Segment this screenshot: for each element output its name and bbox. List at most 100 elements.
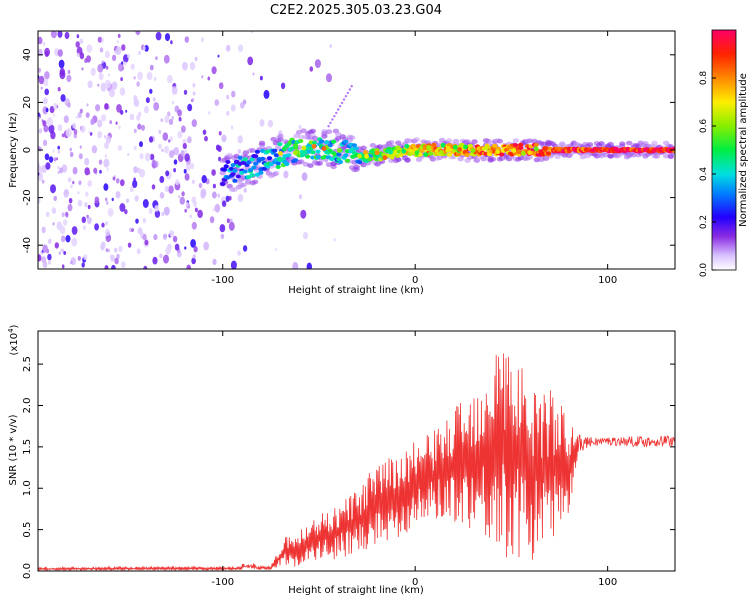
spectrogram-noise-cell [61,264,65,269]
spectrogram-ridge-cell [261,166,267,171]
spectrogram-noise-cell [194,207,198,213]
spectrogram-ridge-cell [249,173,255,178]
spectrogram-spur-cell [333,115,336,118]
spectrogram-noise-cell [101,60,104,64]
spectrogram-noise-cell [184,173,190,181]
spectrogram-noise-cell [131,228,134,232]
spectrogram-noise-cell [177,109,183,117]
spectrogram-peak-cell [452,144,458,150]
spectrogram-noise-cell [326,73,332,83]
spectrogram-noise-cell [70,184,73,189]
spectrogram-noise-cell [99,169,102,174]
spectrogram-noise-cell [252,72,255,76]
spectrogram-noise-cell [226,111,230,116]
spectrogram-noise-cell [116,253,120,259]
spectrogram-noise-cell [187,103,193,112]
spectrogram-spur-cell [350,85,353,88]
spectrogram-noise-cell [167,111,171,117]
spectrogram-noise-cell [110,254,113,260]
spectrogram-peak-cell [363,150,368,155]
spectrogram-noise-cell [101,222,105,228]
spectrogram-xlabel: Height of straight line (km) [288,285,424,296]
spectrogram-noise-cell [44,153,50,161]
spectrogram-noise-cell [177,130,183,139]
spectrogram-noise-cell [237,193,244,203]
spectrogram-noise-cell [162,132,169,141]
spectrogram-noise-cell [146,71,153,81]
spectrogram-noise-cell [164,115,170,123]
spectrogram-noise-cell [90,67,96,76]
spectrogram-noise-cell [56,157,58,161]
spectrogram-noise-cell [57,165,60,170]
spectrogram-noise-cell [151,184,156,190]
colorbar-label: Normalized spectral amplitude [738,73,749,227]
spectrogram-noise-cell [51,31,57,39]
spectrogram-peak-cell [382,155,388,161]
spectrogram-noise-cell [78,153,83,160]
spectrogram-noise-cell [52,222,55,226]
spectrogram-noise-cell [201,75,204,79]
spectrogram-ridge-halo [559,141,566,147]
spectrogram-noise-cell [226,44,231,52]
spectrogram-noise-cell [71,226,78,235]
spectrogram-noise-cell [183,169,187,174]
spectrogram-noise-cell [104,154,108,158]
spectrogram-noise-cell [95,104,101,112]
spectrogram-noise-cell [87,80,93,89]
spectrogram-ridge-cell [268,162,274,167]
spectrogram-noise-cell [164,185,169,192]
spectrogram-noise-cell [112,54,117,62]
spectrogram-ridge-cell [467,143,473,148]
spectrogram-noise-cell [163,145,170,154]
spectrogram-ridge-halo [325,129,333,135]
spectrogram-noise-cell [38,128,43,134]
spectrogram-noise-cell [47,260,52,265]
spectrogram-noise-cell [118,125,121,130]
spectrogram-peak-cell [506,144,512,150]
spectrogram-ridge-cell [249,157,255,162]
spectrogram-peak-cell [374,150,380,156]
spectrogram-noise-cell [120,109,124,115]
spectrogram-noise-cell [53,103,58,110]
colorbar-tick-label: 0.6 [699,119,709,134]
spectrogram-y-tick-label: 40 [22,48,33,61]
spectrogram-noise-cell [111,81,118,90]
spectrogram-noise-cell [280,82,286,90]
spectrogram-noise-cell [63,251,67,255]
spectrogram-noise-cell [132,180,138,188]
spectrogram-noise-cell [43,79,49,87]
spectrogram-noise-cell [144,45,149,52]
spectrogram-ridge-cell [230,163,236,168]
spectrogram-noise-cell [50,184,56,194]
spectrogram-noise-cell [38,254,42,262]
spectrogram-ridge-cell [351,143,357,148]
spectrogram-noise-cell [64,31,70,40]
spectrogram-noise-cell [97,131,103,139]
spectrogram-noise-cell [59,70,66,80]
spectrogram-ridge-cell [327,143,333,148]
spectrogram-peak-cell [440,142,446,148]
spectrogram-ridge-cell [272,148,278,153]
spectrogram-noise-cell [97,83,100,87]
spectrogram-noise-cell [117,33,121,39]
spectrogram-noise-cell [44,71,50,80]
spectrogram-noise-cell [47,253,52,261]
spectrogram-peak-cell [516,149,522,155]
spectrogram-y-tick-label: 20 [22,96,33,109]
spectrogram-noise-cell [79,52,85,60]
spectrogram-noise-cell [104,103,109,110]
spectrogram-noise-cell [192,83,196,88]
spectrogram-noise-cell [83,254,88,261]
spectrogram-y-tick-label: -40 [22,237,33,253]
spectrogram-noise-cell [228,195,232,201]
spectrogram-noise-cell [57,31,63,38]
spectrogram-noise-cell [67,102,71,108]
spectrogram-noise-cell [104,265,109,269]
spectrogram-ridge-halo [335,131,342,137]
spectrogram-noise-cell [38,75,45,85]
spectrogram-noise-cell [91,145,98,154]
spectrogram-noise-cell [214,203,221,213]
spectrogram-noise-cell [40,86,43,90]
spectrogram-noise-cell [153,102,160,111]
spectrogram-noise-cell [163,206,170,216]
